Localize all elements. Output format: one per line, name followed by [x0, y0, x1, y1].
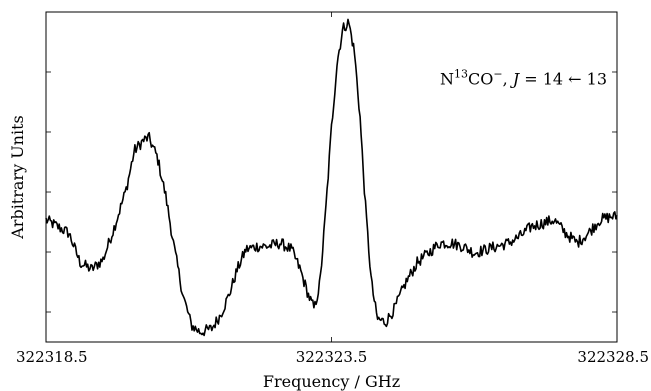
spectrum-line	[45, 18, 618, 337]
x-tick-labels: 322318.5 322323.5 322328.5	[16, 348, 649, 366]
x-tick-label: 322323.5	[296, 348, 368, 366]
x-tick-label: 322318.5	[16, 348, 88, 366]
annotation-species-rest: CO	[468, 70, 493, 89]
line-annotation: N13CO−, J = 14 ← 13	[440, 68, 607, 89]
tick-marks	[45, 12, 618, 342]
y-axis-label: Arbitrary Units	[8, 115, 27, 240]
x-tick-label: 322328.5	[577, 348, 649, 366]
annotation-j: J	[510, 70, 521, 89]
annotation-species: N	[440, 70, 454, 89]
x-axis-label: Frequency / GHz	[263, 372, 400, 391]
annotation-comma: ,	[503, 70, 513, 89]
annotation-isotope: 13	[454, 68, 468, 81]
annotation-charge: −	[493, 68, 502, 81]
plot-frame	[45, 11, 618, 343]
annotation-transition: = 14 ← 13	[519, 70, 607, 89]
